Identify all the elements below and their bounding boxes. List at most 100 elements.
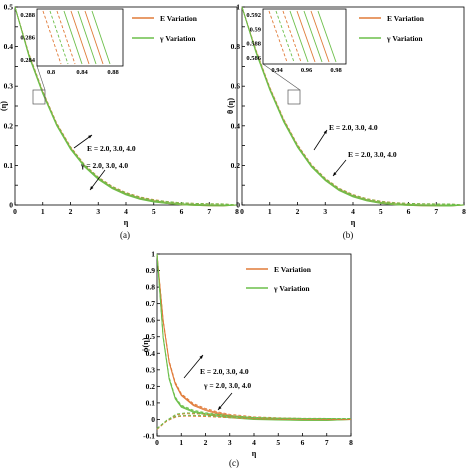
x-tick-label: 6 <box>180 207 184 216</box>
annotation-text: γ = 2.0, 3.0, 4.0 <box>80 161 128 170</box>
x-tick-label: 0 <box>240 207 244 216</box>
y-tick-label: 0.8 <box>146 283 156 292</box>
series-line-e-variation <box>156 253 352 421</box>
y-tick-label: 0.6 <box>146 316 156 325</box>
panel-caption: (b) <box>343 230 354 240</box>
x-tick-label: 6 <box>407 207 411 216</box>
y-axis-label: θ (η) <box>226 98 235 114</box>
x-tick-label: 0 <box>155 438 159 447</box>
annotation-arrowhead <box>323 130 327 134</box>
y-tick-label: 0 <box>236 201 240 210</box>
annotation-text: E = 2.0, 3.0, 4.0 <box>200 367 249 376</box>
y-tick-label: 0 <box>9 201 13 210</box>
series-line-gamma-variation <box>241 6 465 207</box>
y-tick-label: 0.5 <box>4 3 14 12</box>
y-tick-label: 0.2 <box>146 382 156 391</box>
y-tick-label: 0.1 <box>146 398 156 407</box>
x-tick-label: 7 <box>434 207 438 216</box>
x-axis-label: η <box>351 218 356 227</box>
annotation-arrow <box>313 129 328 151</box>
x-tick-label: 2 <box>204 438 208 447</box>
legend-label: E Variation <box>274 265 312 274</box>
annotation-arrowhead <box>333 172 337 176</box>
x-tick-label: 4 <box>351 207 355 216</box>
series-line-e-variation <box>156 253 352 420</box>
annotation-arrowhead <box>199 355 203 359</box>
series-line-gamma-variation <box>241 6 465 206</box>
y-tick-label: 0.8 <box>231 42 241 51</box>
inset-series-line <box>70 10 90 65</box>
zoom-connector <box>262 63 301 91</box>
annotation-arrow <box>89 169 106 191</box>
inset-series-line <box>310 10 330 63</box>
y-tick-label: -0.1 <box>143 432 155 441</box>
y-axis-label: ϕ(η) <box>141 337 150 352</box>
y-tick-label: 0.4 <box>146 349 156 358</box>
chart-panel-2: 0 1 2 3 4 5 6 7 8-0.100.10.20.30.40.50.60.70.80.… <box>141 250 353 469</box>
y-tick-label: 0.5 <box>146 332 156 341</box>
inset-series-line <box>63 10 83 65</box>
inset-series-line <box>77 10 97 65</box>
zoom-region-box <box>287 89 301 105</box>
x-tick-label: 3 <box>96 207 100 216</box>
x-tick-label: 8 <box>235 207 239 216</box>
inset-y-tick-label: 0.286 <box>20 35 35 42</box>
panel-caption: (a) <box>120 230 130 240</box>
series-lower-branch <box>156 414 352 429</box>
inset-y-tick-label: 0.592 <box>246 12 261 19</box>
x-tick-label: 3 <box>323 207 327 216</box>
series-line-gamma-variation <box>156 253 352 420</box>
inset-series-line <box>268 10 288 63</box>
inset-series-line <box>275 10 295 63</box>
y-tick-label: 0.1 <box>4 161 14 170</box>
x-tick-label: 4 <box>252 438 256 447</box>
y-tick-label: 0.3 <box>146 365 156 374</box>
inset-series-line <box>317 10 337 63</box>
inset-x-tick-label: 0.84 <box>76 69 88 76</box>
x-tick-label: 5 <box>276 438 280 447</box>
legend-label: γ Variation <box>273 284 310 293</box>
x-axis-label: η <box>124 218 129 227</box>
zoom-region-box <box>32 89 46 105</box>
inset-x-tick-label: 0.88 <box>107 69 119 76</box>
x-tick-label: 6 <box>301 438 305 447</box>
series-lower-branch <box>156 412 352 429</box>
inset-y-tick-label: 0.588 <box>246 41 261 48</box>
y-tick-label: 0.6 <box>231 82 241 91</box>
inset-x-tick-label: 0.96 <box>301 67 313 74</box>
y-tick-label: 0 <box>151 415 155 424</box>
x-tick-label: 4 <box>124 207 128 216</box>
annotation-arrowhead <box>218 406 222 410</box>
x-tick-label: 5 <box>152 207 156 216</box>
legend-label: E Variation <box>160 14 198 23</box>
annotation-text: E = 2.0, 3.0, 4.0 <box>87 144 136 153</box>
x-tick-label: 8 <box>462 207 466 216</box>
annotation-arrow <box>73 134 93 149</box>
panel-caption: (c) <box>229 458 239 468</box>
x-tick-label: 2 <box>296 207 300 216</box>
annotation-arrowhead <box>90 186 94 190</box>
annotation-text: γ = 2.0, 3.0, 4.0 <box>203 381 251 390</box>
inset-series-line <box>49 10 69 65</box>
y-tick-label: 0.2 <box>231 161 241 170</box>
inset-series-line <box>91 10 111 65</box>
inset-series-line <box>289 10 309 63</box>
x-tick-label: 7 <box>207 207 211 216</box>
inset-series-line <box>282 10 302 63</box>
inset-y-tick-label: 0.586 <box>246 55 261 62</box>
legend-label: E Variation <box>387 14 425 23</box>
x-tick-label: 8 <box>349 438 353 447</box>
inset-frame <box>262 8 347 65</box>
y-tick-label: 0.7 <box>146 299 156 308</box>
x-tick-label: 1 <box>268 207 272 216</box>
inset-x-tick-label: 0.8 <box>47 69 56 76</box>
annotation-arrow <box>183 354 204 379</box>
annotation-arrowhead <box>88 135 92 139</box>
y-tick-label: 0.9 <box>146 266 156 275</box>
inset-series-line <box>84 10 104 65</box>
series-line-gamma-variation <box>156 253 352 420</box>
inset-series-line <box>296 10 316 63</box>
series-lower-branch <box>156 413 352 430</box>
